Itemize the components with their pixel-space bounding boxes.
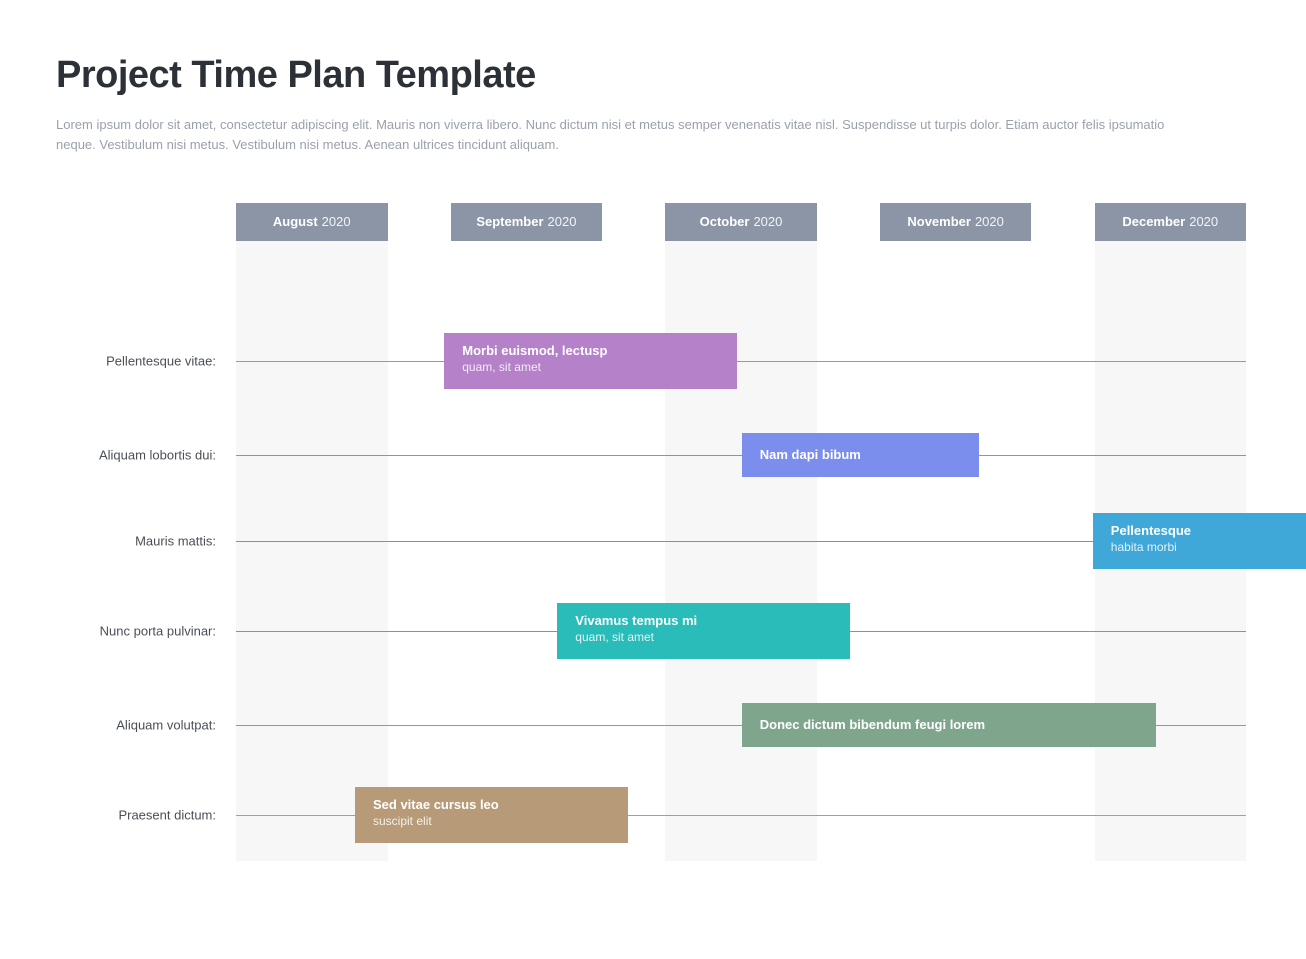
gantt-row: Nunc porta pulvinar: Vivamus tempus mi qua…: [56, 603, 1246, 659]
row-label: Nunc porta pulvinar:: [56, 624, 226, 639]
month-header: November 2020: [880, 203, 1032, 241]
month-name: November: [907, 214, 971, 229]
task-bar: Morbi euismod, lectusp quam, sit amet: [444, 333, 737, 389]
month-header: October2020: [665, 203, 817, 241]
row-label: Aliquam lobortis dui:: [56, 448, 226, 463]
row-label: Aliquam volutpat:: [56, 718, 226, 733]
page-title: Project Time Plan Template: [56, 54, 1250, 97]
task-bar: Pellentesque habita morbi: [1093, 513, 1306, 569]
task-bar: Donec dictum bibendum feugi lorem: [742, 703, 1156, 747]
gantt-infographic: Project Time Plan Template Lorem ipsum d…: [0, 0, 1306, 901]
month-year: 2020: [975, 214, 1004, 229]
row-label: Praesent dictum:: [56, 808, 226, 823]
task-subtitle: habita morbi: [1111, 540, 1297, 554]
gantt-chart: August2020September2020October2020Novemb…: [56, 203, 1250, 861]
gantt-row: Praesent dictum: Sed vitae cursus leo susc…: [56, 787, 1246, 843]
month-name: August: [273, 214, 318, 229]
row-line: [236, 361, 1246, 362]
month-name: October: [700, 214, 750, 229]
task-bar: Vivamus tempus mi quam, sit amet: [557, 603, 850, 659]
task-title: Pellentesque: [1111, 523, 1297, 538]
month-year: 2020: [1189, 214, 1218, 229]
row-label: Pellentesque vitae:: [56, 354, 226, 369]
month-name: September: [476, 214, 543, 229]
task-title: Nam dapi bibum: [760, 447, 961, 462]
task-title: Sed vitae cursus leo: [373, 797, 610, 812]
row-label: Mauris mattis:: [56, 534, 226, 549]
page-subtitle: Lorem ipsum dolor sit amet, consectetur …: [56, 115, 1176, 155]
task-title: Morbi euismod, lectusp: [462, 343, 719, 358]
month-header: September 2020: [451, 203, 603, 241]
month-year: 2020: [548, 214, 577, 229]
task-bar: Nam dapi bibum: [742, 433, 979, 477]
task-subtitle: quam, sit amet: [575, 630, 832, 644]
month-year: 2020: [322, 214, 351, 229]
task-title: Donec dictum bibendum feugi lorem: [760, 717, 1138, 732]
task-subtitle: quam, sit amet: [462, 360, 719, 374]
gantt-row: Aliquam volutpat: Donec dictum bibendum f…: [56, 697, 1246, 753]
task-title: Vivamus tempus mi: [575, 613, 832, 628]
gantt-row: Aliquam lobortis dui: Nam dapi bibum: [56, 427, 1246, 483]
month-header: December 2020: [1095, 203, 1247, 241]
gantt-row: Mauris mattis:Pellentesquehabita morbi: [56, 513, 1246, 569]
task-bar: Sed vitae cursus leo suscipit elit: [355, 787, 628, 843]
month-name: December: [1122, 214, 1185, 229]
month-header-row: August2020September2020October2020Novemb…: [236, 203, 1246, 241]
gantt-row: Pellentesque vitae: Morbi euismod, lectus…: [56, 333, 1246, 389]
month-year: 2020: [753, 214, 782, 229]
task-subtitle: suscipit elit: [373, 814, 610, 828]
month-header: August 2020: [236, 203, 388, 241]
